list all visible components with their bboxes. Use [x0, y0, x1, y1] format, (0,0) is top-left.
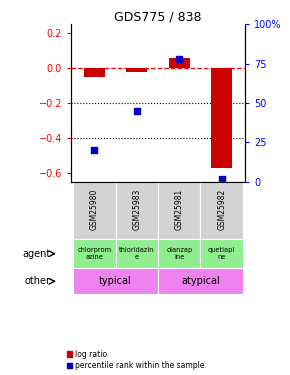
Text: quetiapi
ne: quetiapi ne [208, 247, 235, 259]
Bar [211, 68, 232, 168]
Bar [73, 239, 116, 268]
Text: atypical: atypical [181, 276, 220, 286]
Bar [200, 182, 243, 239]
Point [92, 147, 97, 153]
Legend: log ratio, percentile rank within the sample: log ratio, percentile rank within the sa… [64, 347, 208, 373]
Text: thioridazin
e: thioridazin e [119, 247, 155, 259]
Bar [84, 68, 105, 77]
Point [177, 56, 182, 62]
Bar [73, 268, 158, 294]
Bar [116, 239, 158, 268]
Bar [126, 68, 147, 72]
Bar [158, 182, 200, 239]
Text: agent: agent [22, 249, 50, 259]
Bar [73, 182, 116, 239]
Text: GSM25983: GSM25983 [132, 189, 141, 230]
Bar [158, 239, 200, 268]
Bar [158, 268, 243, 294]
Text: GSM25982: GSM25982 [217, 189, 226, 230]
Text: olanzap
ine: olanzap ine [166, 247, 192, 259]
Title: GDS775 / 838: GDS775 / 838 [114, 10, 202, 23]
Bar [200, 239, 243, 268]
Text: typical: typical [99, 276, 132, 286]
Text: chlorprom
azine: chlorprom azine [77, 247, 111, 259]
Bar [169, 58, 190, 68]
Text: GSM25981: GSM25981 [175, 189, 184, 230]
Text: other: other [24, 276, 50, 286]
Bar [116, 182, 158, 239]
Point [135, 108, 139, 114]
Text: GSM25980: GSM25980 [90, 189, 99, 230]
Point [220, 176, 224, 181]
